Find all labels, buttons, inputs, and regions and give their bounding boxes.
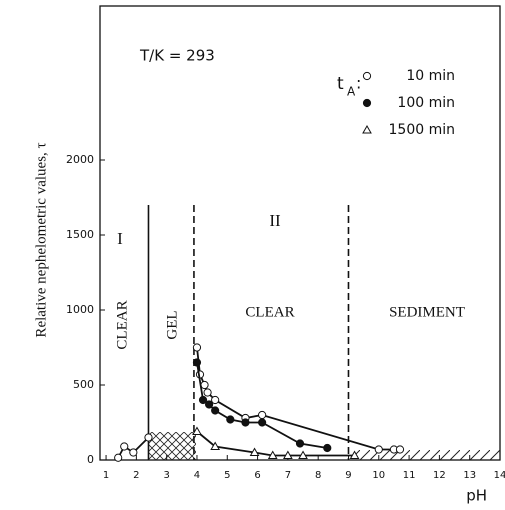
marker	[198, 395, 208, 405]
y-tick-label: 500	[73, 378, 94, 391]
legend-title-colon: :	[356, 74, 361, 93]
marker	[362, 71, 372, 81]
y-tick-label: 0	[87, 453, 94, 466]
marker	[374, 445, 383, 454]
series-line	[196, 362, 328, 449]
marker	[203, 388, 212, 397]
marker	[395, 445, 405, 454]
series-line	[117, 347, 400, 459]
marker	[226, 415, 235, 424]
marker	[129, 448, 138, 457]
marker	[114, 453, 123, 462]
y-tick-label: 1000	[66, 303, 94, 316]
x-tick-label: 3	[163, 470, 169, 481]
legend-label: 1500 min	[389, 122, 455, 138]
marker	[258, 410, 267, 420]
marker	[211, 406, 220, 415]
marker	[295, 439, 305, 448]
y-tick-label: 1500	[66, 228, 94, 241]
region-label: CLEAR	[114, 300, 130, 349]
x-tick-label: 5	[224, 470, 230, 481]
region-label: SEDIMENT	[389, 304, 465, 320]
x-tick-label: 12	[433, 470, 446, 481]
marker	[192, 358, 202, 367]
marker	[204, 400, 214, 409]
x-tick-label: 1	[103, 470, 109, 481]
marker	[362, 124, 372, 134]
marker	[267, 450, 278, 459]
x-tick-label: 10	[372, 470, 385, 481]
marker	[298, 450, 308, 459]
sediment-hatch	[352, 450, 500, 460]
x-tick-label: 2	[133, 470, 139, 481]
marker	[210, 441, 221, 450]
y-axis-label: Relative nephelometric values, τ	[33, 142, 49, 337]
x-tick-label: 11	[403, 470, 416, 481]
x-tick-label: 13	[463, 470, 476, 481]
region-label: CLEAR	[245, 304, 294, 320]
marker	[192, 426, 202, 435]
marker	[211, 395, 220, 405]
marker	[323, 443, 332, 453]
marker	[200, 380, 209, 390]
marker	[241, 418, 250, 427]
marker	[192, 343, 202, 352]
y-tick-label: 2000	[66, 153, 94, 166]
x-tick-label: 6	[254, 470, 260, 481]
region-label: GEL	[164, 310, 180, 339]
marker	[258, 418, 267, 427]
marker	[249, 447, 260, 456]
gel-hatch	[148, 432, 196, 460]
x-tick-label: 14	[494, 470, 505, 481]
marker	[362, 98, 372, 108]
x-tick-label: 9	[345, 470, 351, 481]
x-tick-label: 4	[194, 470, 200, 481]
legend-title-sub: A	[347, 85, 356, 99]
annotation: T/K = 293	[139, 47, 215, 65]
region-label: II	[269, 211, 281, 230]
marker	[120, 442, 129, 451]
legend-label: 10 min	[406, 68, 455, 84]
region-label: I	[117, 229, 123, 248]
marker	[283, 450, 293, 459]
marker	[144, 433, 153, 442]
x-tick-label: 7	[285, 470, 291, 481]
legend-label: 100 min	[397, 95, 455, 111]
marker	[349, 450, 360, 459]
x-tick-label: 8	[315, 470, 321, 481]
legend-title: t	[337, 74, 344, 94]
plot-frame	[99, 5, 501, 461]
x-axis-label: pH	[466, 487, 487, 505]
